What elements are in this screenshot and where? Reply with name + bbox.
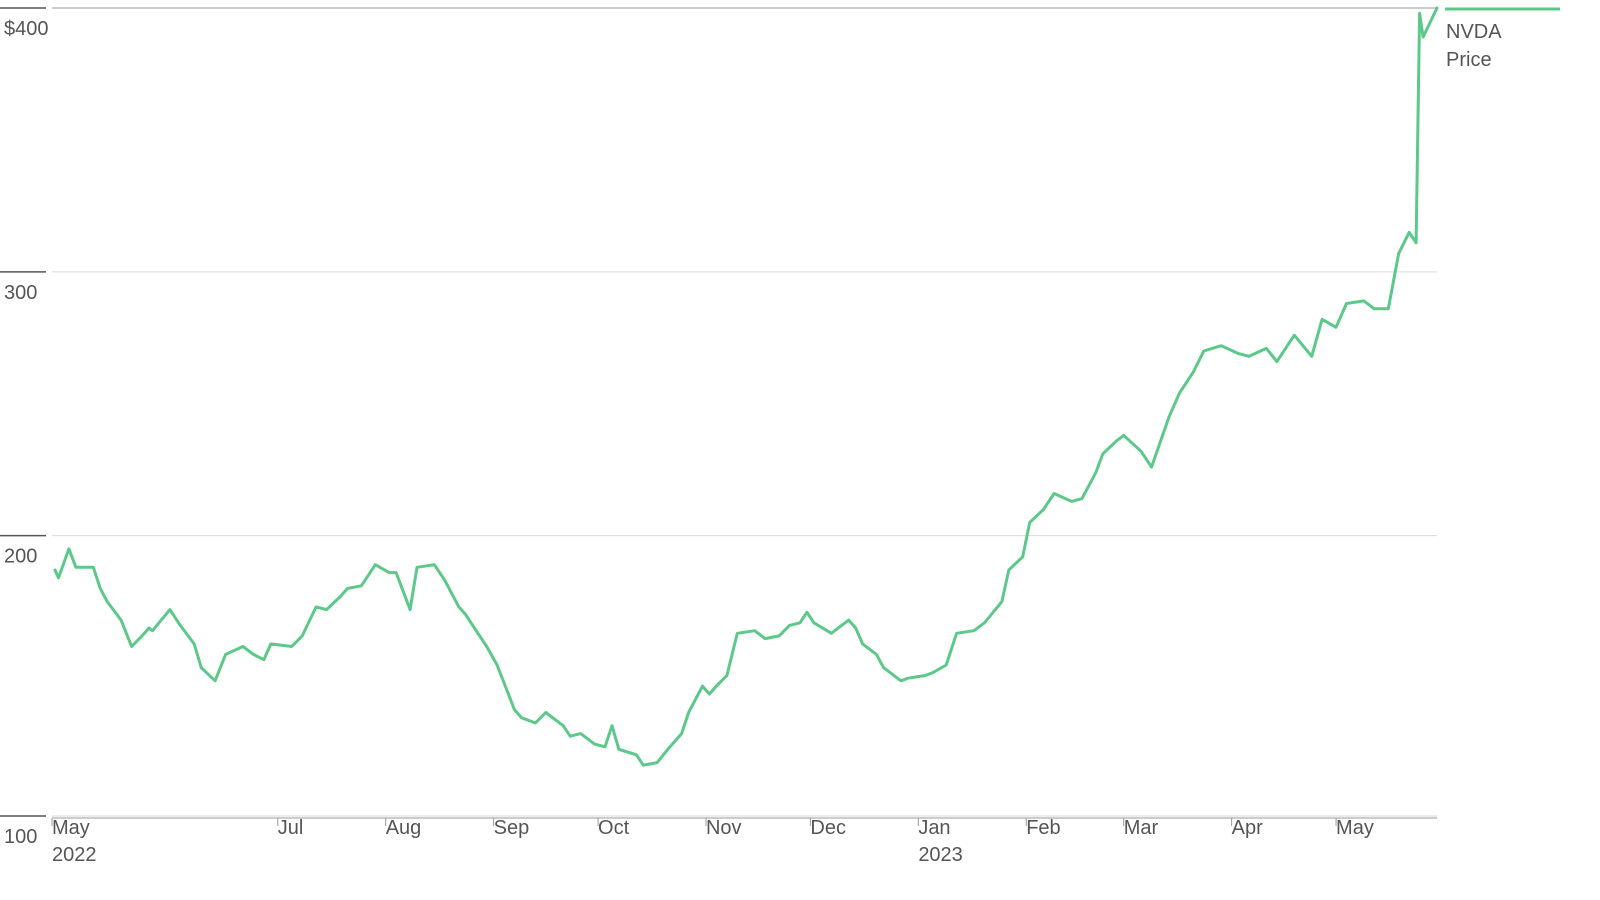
y-tick-label-300: 300 (4, 282, 37, 304)
legend: NVDA Price (1445, 7, 1560, 71)
x-tick-label-9: Mar (1124, 817, 1159, 839)
x-tick-label-8: Feb (1026, 817, 1060, 839)
x-tick-label-5: Nov (706, 817, 742, 839)
x-axis: May 2022 Jul Aug Sep Oct Nov Dec Jan 2023 Feb Mar Ap… (51, 817, 1437, 866)
x-tick-label-6: Dec (810, 817, 846, 839)
y-tick-label-200: 200 (4, 546, 37, 568)
legend-label-line-1: Price (1446, 49, 1492, 71)
gridlines (52, 7, 1437, 817)
x-tick-label-10: Apr (1232, 817, 1263, 839)
x-tick-label-2: Aug (386, 817, 422, 839)
x-tick-label-4: Oct (598, 817, 630, 839)
x-tick-label-1: Jul (278, 817, 304, 839)
x-year-label-2023: 2023 (918, 844, 963, 866)
series-line-nvda-price (53, 6, 1439, 767)
x-tick-label-11: May (1336, 817, 1374, 839)
y-tick-label-100: 100 (4, 826, 37, 848)
x-tick-label-3: Sep (494, 817, 530, 839)
legend-label-line-0: NVDA (1446, 21, 1502, 43)
x-tick-label-7: Jan (918, 817, 950, 839)
series (53, 6, 1439, 767)
x-tick-label-0: May (52, 817, 90, 839)
y-tick-label-400: $400 (4, 18, 49, 40)
y-axis: $400 300 200 100 (0, 7, 49, 848)
x-year-label-2022: 2022 (52, 844, 97, 866)
